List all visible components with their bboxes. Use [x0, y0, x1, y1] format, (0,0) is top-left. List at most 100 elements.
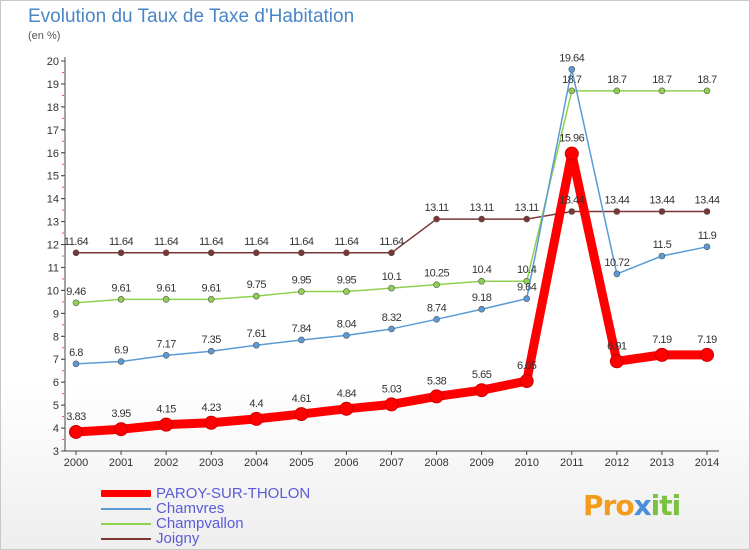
x-tick-label: 2000 [64, 457, 88, 469]
proxiti-logo: Proxiti [583, 489, 682, 522]
y-tick-label: 19 [47, 79, 59, 91]
data-label-2: 9.61 [111, 282, 131, 294]
data-point-0 [294, 407, 309, 422]
data-point-3 [252, 249, 260, 257]
data-point-1 [207, 347, 215, 355]
data-point-1 [162, 352, 170, 359]
x-tick-label: 2010 [514, 457, 538, 469]
data-label-layer: 11.64 11.64 11.64 11.64 11.64 11.64 11.64 11.64… [64, 52, 721, 423]
y-tick-label: 14 [47, 194, 59, 206]
data-point-1 [252, 341, 260, 349]
data-label-1: 10.72 [604, 257, 629, 269]
legend: PAROY-SUR-THOLON Chamvres Champvallon Jo… [101, 485, 361, 547]
legend-item-joigny: Joigny [101, 530, 361, 547]
data-label-1: 8.04 [337, 318, 357, 330]
legend-label-joigny: Joigny [156, 530, 200, 547]
y-tick-label: 7 [53, 354, 59, 366]
data-point-0 [519, 374, 534, 389]
data-point-0 [69, 424, 83, 439]
data-label-1: 7.84 [292, 323, 312, 335]
data-label-0: 5.65 [472, 369, 492, 381]
data-label-2: 9.46 [66, 286, 86, 298]
data-point-2 [207, 296, 215, 303]
logo-part-3: iti [650, 489, 682, 522]
data-point-0 [700, 347, 714, 362]
data-label-1: 7.61 [247, 328, 267, 340]
x-tick-label: 2007 [379, 457, 403, 469]
x-tick-label: 2001 [109, 457, 133, 469]
data-point-1 [523, 295, 531, 302]
data-point-0 [204, 415, 219, 430]
y-tick-label: 13 [47, 217, 59, 229]
y-tick-label: 18 [47, 102, 59, 114]
data-point-3 [568, 208, 576, 215]
data-label-1: 6.9 [114, 345, 128, 357]
data-point-2 [613, 87, 621, 95]
y-tick-label: 6 [53, 377, 59, 389]
data-point-3 [298, 249, 305, 257]
data-label-3: 11.64 [334, 236, 359, 248]
data-label-2: 10.4 [472, 264, 492, 276]
data-point-1 [343, 332, 350, 339]
data-label-1: 7.17 [156, 338, 176, 350]
data-label-1: 8.32 [382, 312, 402, 324]
y-tick-label: 15 [47, 171, 59, 183]
data-label-0: 4.84 [337, 388, 357, 400]
data-point-3 [703, 208, 711, 215]
data-label-2: 10.4 [517, 264, 537, 276]
data-label-1: 11.9 [698, 230, 717, 242]
data-point-2 [658, 87, 666, 95]
data-label-1: 6.8 [69, 347, 83, 359]
data-label-3: 11.64 [379, 236, 404, 248]
data-point-2 [703, 87, 711, 95]
x-tick-label: 2004 [244, 457, 268, 469]
data-label-2: 18.7 [652, 74, 672, 86]
data-label-1: 11.5 [653, 239, 672, 251]
data-point-0 [564, 146, 579, 161]
x-tick-label: 2012 [605, 457, 629, 469]
y-tick-label: 10 [47, 285, 59, 297]
data-point-0 [429, 389, 444, 404]
y-tick-label: 11 [48, 262, 59, 274]
data-label-3: 13.44 [694, 194, 719, 206]
data-label-2: 10.25 [424, 268, 449, 280]
chart-title: Evolution du Taux de Taxe d'Habitation [28, 6, 355, 27]
data-point-0 [609, 354, 624, 369]
data-label-3: 13.11 [470, 202, 495, 214]
data-label-3: 11.64 [199, 236, 224, 248]
axes: 3 4 5 6 7 8 9 10 11 12 13 14 15 16 17 18 19 20 2000 2001 200… [47, 56, 719, 469]
y-tick-label: 8 [53, 331, 59, 343]
data-label-0: 6.05 [517, 360, 537, 372]
chart-subtitle: (en %) [28, 30, 61, 42]
data-label-0: 4.23 [202, 402, 222, 414]
data-point-1 [703, 243, 711, 251]
x-tick-label: 2014 [695, 457, 719, 469]
data-label-0: 3.83 [66, 411, 86, 423]
y-tick-label: 12 [47, 240, 59, 252]
x-tick-label: 2011 [560, 457, 584, 469]
data-point-2 [162, 296, 170, 303]
data-label-0: 7.19 [697, 334, 717, 346]
data-label-0: 4.4 [249, 398, 263, 410]
data-label-3: 13.44 [559, 194, 584, 206]
x-tick-label: 2009 [469, 457, 493, 469]
logo-part-2: x [633, 489, 652, 522]
data-point-2 [433, 281, 440, 288]
data-label-0: 7.19 [652, 334, 672, 346]
data-point-1 [72, 360, 80, 368]
data-label-0: 15.96 [559, 133, 584, 145]
data-label-0: 5.03 [382, 383, 402, 395]
data-point-1 [568, 65, 576, 73]
data-label-2: 18.7 [697, 74, 717, 86]
legend-label-paroy: PAROY-SUR-THOLON [156, 485, 311, 502]
legend-swatch-champvallon [101, 523, 151, 525]
data-label-2: 9.61 [202, 282, 222, 294]
x-tick-label: 2006 [334, 457, 358, 469]
data-point-3 [523, 215, 531, 223]
data-point-0 [384, 397, 399, 412]
data-label-3: 11.64 [289, 236, 314, 248]
y-tick-label: 20 [47, 56, 59, 68]
data-point-1 [433, 316, 440, 323]
data-point-3 [433, 215, 440, 223]
